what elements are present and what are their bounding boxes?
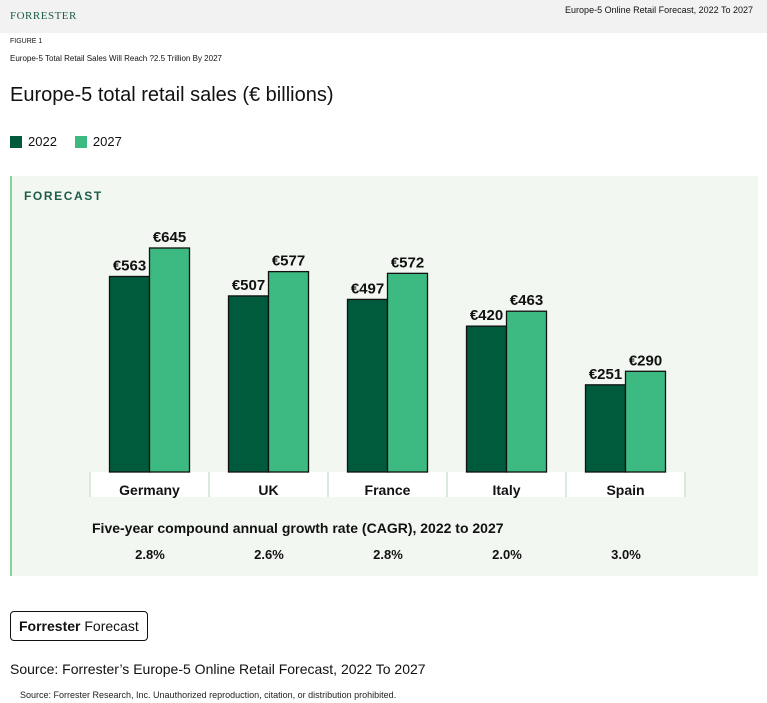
bar-uk-2022 xyxy=(227,295,270,473)
bar-uk-2027 xyxy=(267,270,310,473)
cagr-title: Five-year compound annual growth rate (C… xyxy=(92,520,504,536)
category-label-france: France xyxy=(365,482,411,498)
legend-item-2022: 2022 xyxy=(10,134,57,149)
bar-germany-2027 xyxy=(148,247,191,473)
legend-label-2027: 2027 xyxy=(92,134,122,149)
chart-legend: 2022 2027 xyxy=(10,134,140,149)
legend-swatch-2022 xyxy=(10,135,22,148)
data-label-italy-2027: €463 xyxy=(510,292,543,309)
data-label-spain-2027: €290 xyxy=(629,352,662,369)
data-label-uk-2022: €507 xyxy=(232,277,265,294)
cagr-value-italy: 2.0% xyxy=(492,547,522,562)
cagr-value-france: 2.8% xyxy=(373,547,403,562)
badge-text: Forecast xyxy=(80,618,139,634)
legend-swatch-2027 xyxy=(74,135,87,148)
data-label-france-2027: €572 xyxy=(391,254,424,271)
bar-italy-2022 xyxy=(465,325,508,473)
badge-bold-text: Forrester xyxy=(19,618,81,634)
cagr-value-spain: 3.0% xyxy=(611,547,641,562)
data-label-germany-2027: €645 xyxy=(153,229,186,246)
figure-subtitle: Europe-5 Total Retail Sales Will Reach ?… xyxy=(10,54,222,63)
bar-france-2022 xyxy=(346,298,389,473)
bar-italy-2027 xyxy=(505,310,548,473)
data-label-uk-2027: €577 xyxy=(272,253,305,270)
data-label-italy-2022: €420 xyxy=(470,307,503,324)
cagr-value-germany: 2.8% xyxy=(135,547,165,562)
forrester-logo: FORRESTER xyxy=(10,10,77,22)
cagr-value-uk: 2.6% xyxy=(254,547,284,562)
category-label-spain: Spain xyxy=(606,482,644,498)
data-label-france-2022: €497 xyxy=(351,280,384,297)
data-label-germany-2022: €563 xyxy=(113,257,146,274)
legend-item-2027: 2027 xyxy=(74,134,122,149)
x-axis-band xyxy=(90,472,685,497)
category-label-uk: UK xyxy=(258,482,278,498)
source-small: Source: Forrester Research, Inc. Unautho… xyxy=(20,690,397,700)
chart-title: Europe-5 total retail sales (€ billions) xyxy=(10,84,334,106)
forrester-forecast-badge: Forrester Forecast xyxy=(10,611,148,641)
bar-france-2027 xyxy=(386,272,429,473)
bar-spain-2027 xyxy=(624,370,667,473)
figure-label: FIGURE 1 xyxy=(10,38,43,45)
data-label-spain-2022: €251 xyxy=(589,366,622,383)
top-bar: FORRESTER Europe-5 Online Retail Forecas… xyxy=(0,0,767,33)
source-main: Source: Forrester’s Europe-5 Online Reta… xyxy=(10,661,426,677)
category-label-italy: Italy xyxy=(492,482,520,498)
bar-spain-2022 xyxy=(584,384,627,473)
category-label-germany: Germany xyxy=(119,482,180,498)
report-title: Europe-5 Online Retail Forecast, 2022 To… xyxy=(565,5,753,15)
bar-germany-2022 xyxy=(108,275,151,473)
legend-label-2022: 2022 xyxy=(28,134,57,149)
forecast-label: FORECAST xyxy=(24,189,103,203)
